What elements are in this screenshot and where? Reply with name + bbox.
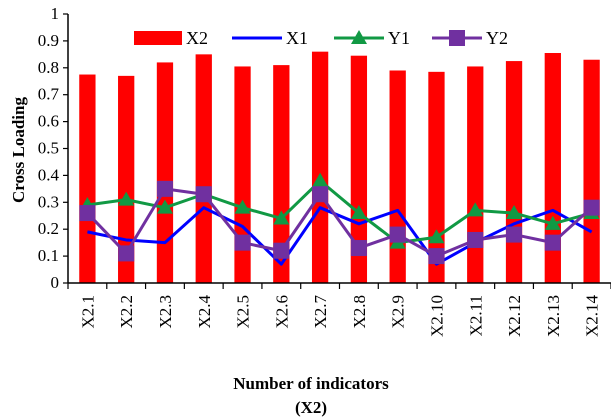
x-tick-label: X2.13 [544, 295, 563, 337]
point-y2 [350, 240, 367, 257]
y-tick-label: 0.4 [38, 165, 60, 184]
point-y2 [312, 186, 329, 203]
legend-y2-marker [449, 30, 465, 46]
point-y2 [156, 180, 173, 197]
point-y2 [79, 205, 96, 222]
x-tick-label: X2.10 [427, 295, 446, 337]
x-tick-label: X2.9 [389, 295, 408, 329]
bar-x2 [505, 61, 523, 284]
y-tick-group: 0 0.1 0.2 0.3 0.4 0.5 0.6 0.7 0.8 0.9 1 [38, 4, 68, 292]
x-tick-label: X2.12 [505, 295, 524, 337]
x-axis-title-line1: Number of indicators [233, 374, 389, 393]
bar-x2 [389, 70, 406, 284]
legend-x1-label: X1 [286, 28, 308, 48]
legend-y2-label: Y2 [486, 28, 508, 48]
bar-x2 [350, 55, 368, 283]
y-tick-label: 0.5 [38, 139, 59, 158]
point-y1 [467, 202, 484, 217]
bar-series-group [79, 51, 600, 284]
bar-x2 [79, 74, 96, 284]
y-tick-label: 0.1 [38, 246, 59, 265]
x-tick-group: X2.1 X2.2 X2.3 X2.4 X2.5 X2.6 X2.7 X2.8 X2.9 X2.1… [67, 283, 611, 338]
x-tick-label: X2.2 [117, 295, 136, 329]
bar-x2 [118, 75, 135, 284]
point-y2 [195, 186, 212, 203]
bar-x2 [273, 65, 290, 283]
bar-x2 [311, 51, 329, 283]
point-y2 [118, 245, 135, 262]
y-tick-label: 0 [51, 273, 60, 292]
y-tick-label: 0.8 [38, 58, 59, 77]
x-tick-label: X2.14 [583, 295, 602, 338]
point-y2 [273, 242, 290, 259]
legend-y1-label: Y1 [388, 28, 410, 48]
point-y2 [583, 199, 600, 216]
point-y1 [234, 199, 251, 214]
point-y2 [506, 226, 523, 243]
x-tick-label: X2.1 [78, 295, 97, 329]
bar-x2 [156, 62, 174, 283]
y-tick-label: 0.3 [38, 192, 59, 211]
legend-x2-swatch [134, 31, 182, 45]
bar-x2 [583, 59, 600, 284]
y-axis-title: Cross Loading [9, 97, 28, 203]
y-tick-label: 1 [51, 4, 60, 23]
y-tick-label: 0.6 [38, 112, 59, 131]
point-y1 [544, 215, 561, 230]
y-tick-label: 0.7 [38, 85, 60, 104]
point-y2 [234, 234, 251, 251]
point-y1 [273, 210, 290, 225]
legend: X2 X1 Y1 Y2 [134, 28, 508, 48]
x-tick-label: X2.7 [311, 295, 330, 329]
y-tick-label: 0.2 [38, 219, 59, 238]
x-axis-title-line2: (X2) [295, 398, 327, 417]
x-tick-label: X2.8 [350, 295, 369, 329]
line-series-y1 [87, 179, 593, 245]
point-y1 [312, 172, 329, 187]
point-y1 [428, 229, 445, 244]
bar-x2 [195, 54, 212, 283]
line-series-group [79, 172, 600, 266]
point-y1 [350, 205, 367, 220]
x-tick-label: X2.11 [466, 295, 485, 336]
point-y1 [156, 199, 173, 214]
legend-y1-marker [351, 30, 367, 44]
x-tick-label: X2.6 [272, 295, 291, 329]
bar-x2 [467, 66, 484, 283]
x-tick-label: X2.4 [195, 295, 214, 329]
y-tick-label: 0.9 [38, 31, 59, 50]
point-y1 [506, 205, 523, 220]
x-tick-label: X2.5 [234, 295, 253, 329]
legend-x2-label: X2 [186, 28, 208, 48]
point-y1 [118, 191, 135, 206]
point-y2 [428, 248, 445, 265]
bar-x2 [428, 71, 445, 284]
point-y2 [544, 234, 561, 251]
x-tick-label: X2.3 [156, 295, 175, 329]
point-y2 [467, 231, 484, 248]
point-y2 [389, 226, 406, 243]
